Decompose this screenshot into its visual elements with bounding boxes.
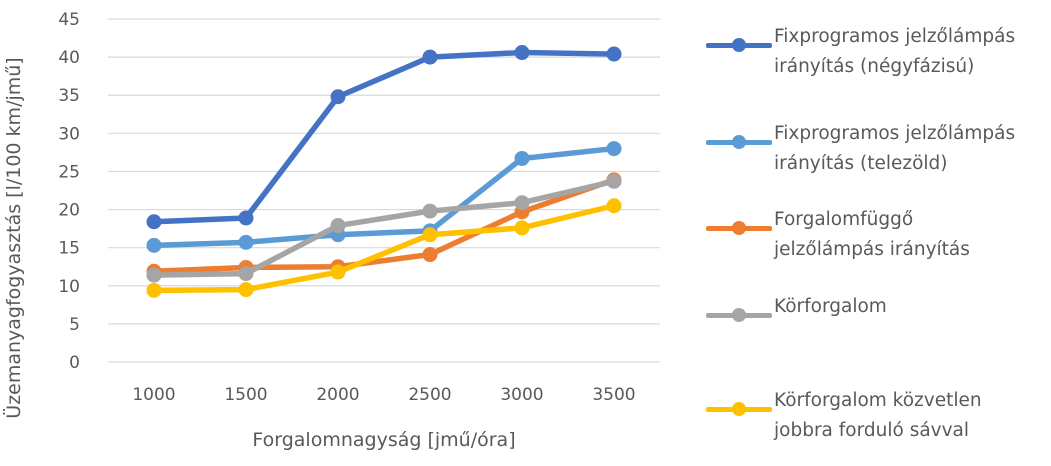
legend-label-line: Forgalomfüggő	[774, 209, 914, 230]
data-point	[330, 218, 346, 234]
y-tick-label: 15	[58, 239, 80, 259]
x-tick-label: 3000	[500, 385, 543, 405]
data-point	[422, 247, 438, 263]
x-tick-label: 1500	[224, 385, 267, 405]
x-tick-label: 2000	[316, 385, 359, 405]
data-point	[330, 264, 346, 280]
y-tick-label: 10	[58, 277, 80, 297]
y-tick-label: 40	[58, 48, 80, 68]
legend-label: Körforgalom	[772, 292, 887, 322]
data-point	[146, 282, 162, 298]
legend-label-line: irányítás (telezöld)	[774, 153, 948, 174]
y-tick-label: 25	[58, 162, 80, 182]
legend-label: Forgalomfüggő jelzőlámpás irányítás	[772, 205, 970, 265]
y-tick-label: 5	[69, 315, 80, 335]
legend-label-line: Fixprogramos jelzőlámpás	[774, 123, 1016, 144]
data-point	[146, 267, 162, 283]
y-tick-label: 45	[58, 10, 80, 30]
data-point	[606, 141, 622, 157]
x-tick-label: 2500	[408, 385, 451, 405]
data-point	[514, 195, 530, 211]
y-tick-label: 35	[58, 86, 80, 106]
y-tick-label: 0	[69, 353, 80, 373]
legend-marker	[706, 132, 772, 152]
legend-marker	[706, 399, 772, 419]
series-3	[146, 172, 622, 279]
data-point	[422, 49, 438, 65]
y-tick-label: 20	[58, 201, 80, 221]
data-point	[606, 173, 622, 189]
data-point	[238, 234, 254, 250]
legend-item: Fixprogramos jelzőlámpás irányítás (telez…	[706, 119, 1015, 179]
data-point	[238, 266, 254, 282]
legend-label-line: jobbra forduló sávval	[774, 420, 970, 441]
series-1	[146, 45, 622, 230]
data-point	[330, 89, 346, 105]
series-line	[151, 202, 617, 294]
line-chart: 0 5 10 15 20 25 30 35 40 45 1000 1500 2000 2500 3000 3…	[2, 10, 660, 451]
data-point	[514, 150, 530, 166]
legend-label: Fixprogramos jelzőlámpás irányítás (négyf…	[772, 22, 1015, 82]
data-point	[606, 46, 622, 62]
data-point	[238, 210, 254, 226]
data-point	[422, 227, 438, 243]
legend-item: Körforgalom	[706, 292, 887, 325]
series-4	[146, 173, 622, 283]
legend-label: Fixprogramos jelzőlámpás irányítás (telez…	[772, 119, 1015, 179]
data-point	[146, 237, 162, 253]
legend-label-line: Körforgalom	[774, 296, 887, 317]
x-axis-title: Forgalomnagyság [jmű/óra]	[252, 429, 515, 451]
x-tick-label: 3500	[592, 385, 635, 405]
y-tick-label: 30	[58, 124, 80, 144]
legend-label-line: Körforgalom közvetlen	[774, 390, 982, 411]
x-tick-label: 1000	[132, 385, 175, 405]
y-axis-title: Üzemanyagfogyasztás [l/100 km/jmű]	[2, 57, 25, 418]
series-line	[151, 177, 617, 275]
data-point	[238, 282, 254, 298]
legend-label: Körforgalom közvetlen jobbra forduló sávv…	[772, 386, 982, 446]
legend-item: Fixprogramos jelzőlámpás irányítás (négyf…	[706, 22, 1015, 82]
legend-marker	[706, 305, 772, 325]
series-5	[146, 198, 622, 298]
data-point	[606, 198, 622, 214]
legend-label-line: jelzőlámpás irányítás	[774, 239, 970, 260]
y-axis-ticks: 0 5 10 15 20 25 30 35 40 45	[58, 10, 80, 373]
legend-item: Körforgalom közvetlen jobbra forduló sávv…	[706, 386, 982, 446]
series-line	[151, 49, 617, 225]
series-line	[151, 145, 617, 249]
legend: Fixprogramos jelzőlámpás irányítás (négyf…	[706, 0, 1051, 466]
legend-label-line: Fixprogramos jelzőlámpás	[774, 26, 1016, 47]
data-point	[146, 214, 162, 230]
legend-marker	[706, 35, 772, 55]
data-point	[514, 45, 530, 61]
legend-label-line: irányítás (négyfázisú)	[774, 56, 975, 77]
legend-marker	[706, 218, 772, 238]
data-point	[514, 220, 530, 236]
gridlines	[108, 18, 660, 363]
series-layer	[146, 45, 622, 298]
x-axis-ticks: 1000 1500 2000 2500 3000 3500	[132, 385, 635, 405]
legend-item: Forgalomfüggő jelzőlámpás irányítás	[706, 205, 970, 265]
series-line	[151, 178, 617, 278]
data-point	[422, 203, 438, 219]
